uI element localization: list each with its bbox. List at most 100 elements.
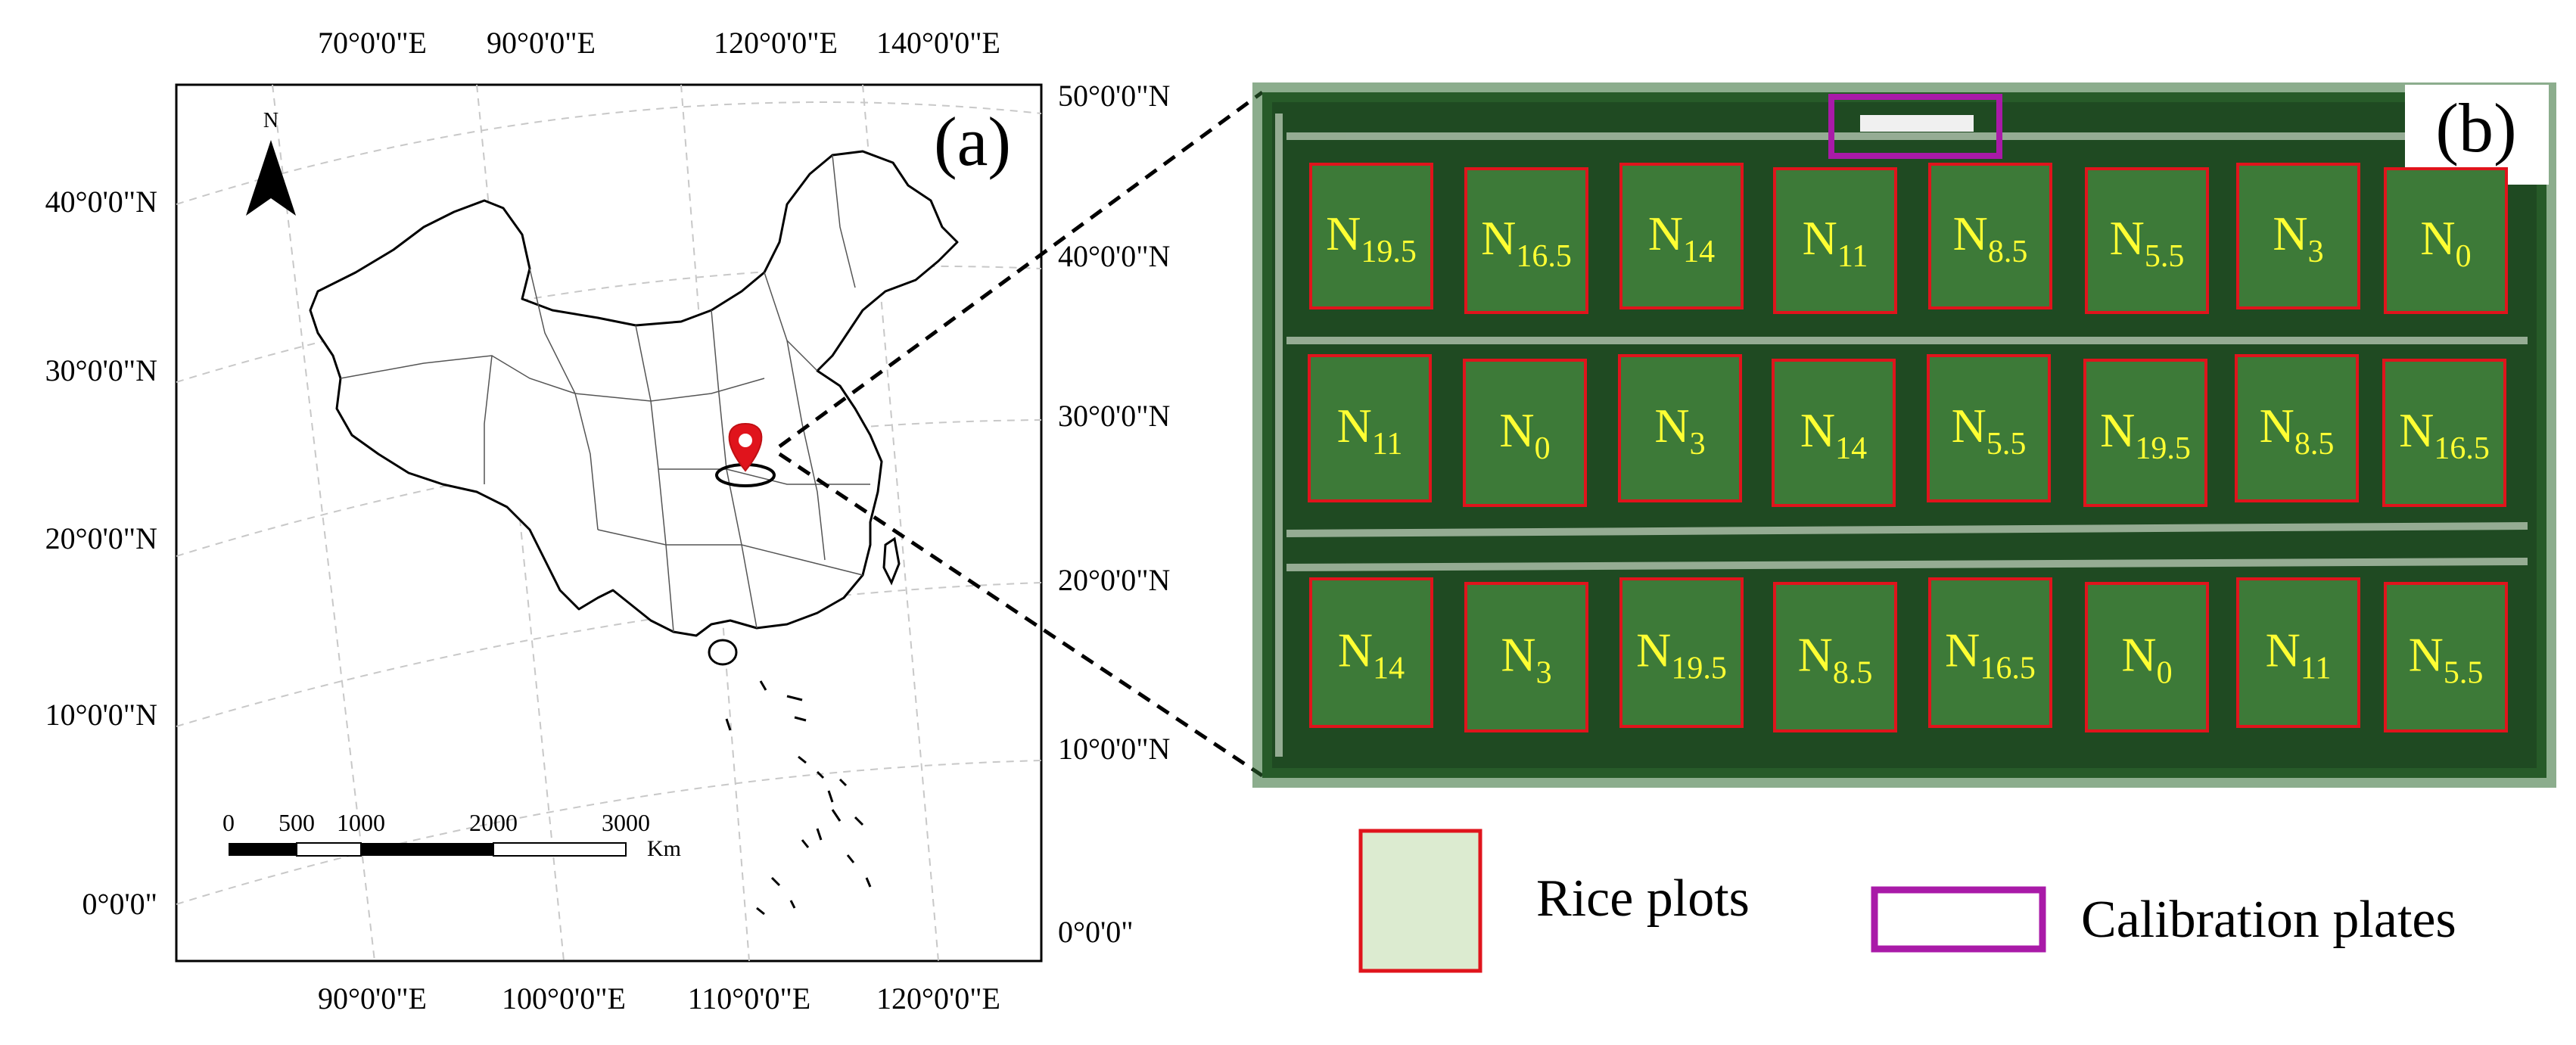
plot-label-subscript: 11 bbox=[1372, 427, 1402, 462]
rice-plot-r1-c6 bbox=[2085, 167, 2209, 314]
rice-plot-r1-c7 bbox=[2236, 163, 2360, 309]
scale-tick-500: 500 bbox=[278, 809, 315, 836]
rice-plot-label: N3 bbox=[1501, 628, 1551, 691]
legend-calibration-swatch bbox=[1871, 886, 2046, 953]
rice-plot-label: N8.5 bbox=[1953, 207, 2028, 269]
location-pin-icon bbox=[715, 422, 776, 487]
plot-label-base: N bbox=[1945, 624, 1980, 677]
plot-label-base: N bbox=[2273, 207, 2307, 260]
plot-label-subscript: 3 bbox=[1536, 656, 1552, 691]
rice-plot-r2-c6 bbox=[2083, 359, 2207, 507]
plot-label-subscript: 19.5 bbox=[1671, 652, 1727, 686]
north-label: N bbox=[263, 109, 278, 132]
legend-calibration-plates-label: Calibration plates bbox=[2081, 891, 2456, 949]
plot-label-base: N bbox=[1952, 399, 1986, 453]
china-outline bbox=[309, 150, 959, 637]
plot-label-base: N bbox=[1501, 628, 1535, 682]
plot-label-base: N bbox=[2399, 403, 2434, 457]
plot-label-base: N bbox=[2409, 628, 2444, 682]
rice-plot-r2-c7 bbox=[2235, 354, 2359, 502]
panel-a-label: (a) bbox=[934, 103, 1011, 180]
plot-label-subscript: 8.5 bbox=[2294, 427, 2335, 462]
right-tick-1: 50°0'0"N bbox=[1058, 79, 1170, 113]
rice-plot-label: N0 bbox=[1499, 403, 1550, 466]
plot-label-base: N bbox=[2100, 403, 2135, 457]
plot-label-base: N bbox=[1803, 211, 1837, 265]
rice-plot-label: N19.5 bbox=[1636, 624, 1727, 686]
left-tick-3: 20°0'0"N bbox=[45, 521, 157, 555]
rice-plot-label: N0 bbox=[2420, 211, 2471, 274]
rice-plot-r2-c5 bbox=[1927, 354, 2051, 502]
plot-label-subscript: 5.5 bbox=[2444, 656, 2484, 691]
scale-tick-0: 0 bbox=[222, 809, 235, 836]
rice-plot-label: N14 bbox=[1648, 207, 1715, 269]
right-tick-2: 40°0'0"N bbox=[1058, 239, 1170, 273]
rice-plot-r3-c2 bbox=[1464, 582, 1588, 732]
rice-plot-r1-c2 bbox=[1464, 167, 1588, 314]
scale-tick-2000: 2000 bbox=[469, 809, 518, 836]
plot-label-base: N bbox=[2110, 211, 2145, 265]
plot-label-base: N bbox=[2121, 628, 2156, 682]
province-boundaries bbox=[340, 154, 870, 633]
rice-plot-r1-c3 bbox=[1619, 163, 1744, 309]
rice-plot-label: N3 bbox=[2273, 207, 2323, 269]
plot-label-base: N bbox=[1636, 624, 1671, 677]
plot-label-subscript: 8.5 bbox=[1988, 235, 2028, 269]
plot-label-base: N bbox=[1800, 403, 1835, 457]
rice-plot-r3-c4 bbox=[1773, 582, 1897, 732]
rice-plot-label: N11 bbox=[1803, 211, 1868, 274]
left-tick-1: 40°0'0"N bbox=[45, 185, 157, 219]
left-tick-2: 30°0'0"N bbox=[45, 353, 157, 387]
top-tick-3: 120°0'0"E bbox=[714, 26, 838, 60]
zoom-connector-lines bbox=[778, 90, 1264, 778]
plot-label-base: N bbox=[1326, 207, 1361, 260]
hainan-island bbox=[708, 639, 738, 666]
rice-plot-r3-c1 bbox=[1309, 577, 1433, 728]
plot-label-subscript: 3 bbox=[2308, 235, 2324, 269]
plot-label-subscript: 8.5 bbox=[1833, 656, 1873, 691]
top-tick-1: 70°0'0"E bbox=[318, 26, 427, 60]
rice-plot-r3-c3 bbox=[1619, 577, 1744, 728]
panel-a-map: N (a) 0 500 1000 2000 3000 Km 70°0'0"E 9… bbox=[45, 26, 1171, 1015]
rice-plot-label: N5.5 bbox=[2409, 628, 2484, 691]
rice-plot-label: N8.5 bbox=[1798, 628, 1873, 691]
bottom-tick-1: 90°0'0"E bbox=[318, 981, 427, 1015]
rice-plot-label: N11 bbox=[1337, 399, 1403, 462]
plot-label-base: N bbox=[1337, 399, 1372, 453]
rice-plot-r1-c5 bbox=[1928, 163, 2052, 309]
rice-plot-r1-c8 bbox=[2384, 167, 2508, 314]
rice-plot-r2-c2 bbox=[1463, 359, 1587, 507]
plot-label-subscript: 19.5 bbox=[1361, 235, 1417, 269]
legend-rice-plot-swatch bbox=[1358, 829, 1482, 973]
rice-plot-label: N3 bbox=[1654, 399, 1705, 462]
plot-label-subscript: 19.5 bbox=[2135, 431, 2191, 466]
plot-label-base: N bbox=[1648, 207, 1683, 260]
bottom-tick-2: 100°0'0"E bbox=[502, 981, 626, 1015]
rice-plot-label: N16.5 bbox=[2399, 403, 2490, 466]
legend-rice-plots-label: Rice plots bbox=[1536, 869, 1750, 928]
plot-label-subscript: 5.5 bbox=[2145, 239, 2185, 274]
rice-plot-label: N14 bbox=[1338, 624, 1405, 686]
bottom-tick-3: 110°0'0"E bbox=[688, 981, 810, 1015]
scale-tick-1000: 1000 bbox=[337, 809, 385, 836]
plot-label-subscript: 16.5 bbox=[1980, 652, 2036, 686]
rice-plot-label: N16.5 bbox=[1945, 624, 2036, 686]
rice-plot-label: N0 bbox=[2121, 628, 2172, 691]
plot-label-subscript: 3 bbox=[1690, 427, 1706, 462]
plot-label-base: N bbox=[2260, 399, 2294, 453]
bottom-tick-4: 120°0'0"E bbox=[876, 981, 1000, 1015]
scale-tick-3000: 3000 bbox=[602, 809, 650, 836]
rice-plot-label: N11 bbox=[2266, 624, 2332, 686]
rice-plot-r1-c4 bbox=[1773, 167, 1897, 314]
plot-label-base: N bbox=[1338, 624, 1373, 677]
calibration-plate-box bbox=[1828, 94, 2002, 159]
left-tick-5: 0°0'0" bbox=[82, 887, 157, 921]
rice-plot-r3-c6 bbox=[2085, 582, 2209, 732]
rice-plot-r2-c8 bbox=[2382, 359, 2506, 507]
rice-plot-r2-c4 bbox=[1772, 359, 1896, 507]
rice-plot-r2-c3 bbox=[1618, 354, 1742, 502]
plot-label-subscript: 14 bbox=[1373, 652, 1405, 686]
